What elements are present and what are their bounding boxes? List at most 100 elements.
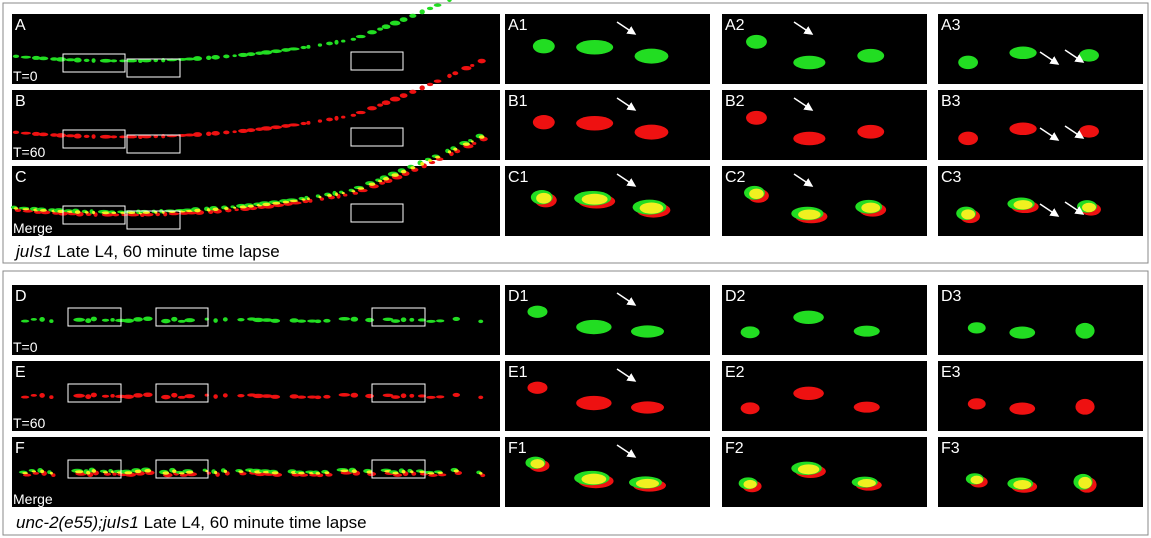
arrow (1039, 127, 1060, 141)
red-signal (319, 197, 325, 201)
red-signal (631, 401, 664, 414)
red-signal (38, 132, 49, 137)
green-signal (435, 319, 445, 323)
red-signal (477, 58, 486, 64)
green-signal (90, 316, 97, 322)
time-label: T=0 (13, 339, 38, 355)
green-signal (409, 13, 417, 18)
green-signal (30, 318, 37, 321)
overlap-signal (462, 142, 470, 146)
overlap-signal (239, 205, 247, 209)
overlap-signal (194, 208, 201, 213)
time-label: T=60 (13, 144, 46, 160)
red-signal (110, 135, 118, 139)
red-signal (110, 394, 115, 398)
red-signal (532, 115, 555, 130)
overlap-signal (351, 190, 356, 193)
overlap-signal (453, 147, 458, 151)
overlap-signal (400, 169, 407, 174)
red-signal (270, 394, 281, 399)
overlap-signal (749, 188, 764, 200)
green-signal (237, 317, 245, 322)
green-signal (857, 48, 885, 63)
green-signal (389, 20, 401, 26)
red-signal (261, 394, 273, 398)
panel-label: D (15, 288, 27, 305)
red-signal (85, 394, 92, 400)
micrograph (938, 437, 1143, 507)
region-box (126, 210, 181, 230)
overlap-signal (420, 161, 425, 166)
arrow (793, 97, 814, 111)
red-signal (1009, 402, 1036, 415)
arrow (616, 368, 637, 382)
overlap-signal (437, 471, 444, 474)
green-signal (419, 9, 425, 15)
row: D T=0 D1 D2 D3 (12, 285, 1143, 355)
overlap-signal (22, 472, 29, 475)
panel-label: F2 (725, 440, 744, 457)
overlap-signal (341, 191, 345, 195)
red-signal (350, 392, 359, 398)
red-signal (252, 393, 264, 399)
overlap-signal (1078, 476, 1092, 489)
red-signal (958, 131, 979, 146)
green-signal (433, 3, 442, 7)
red-signal (634, 124, 669, 140)
green-signal (246, 52, 256, 57)
micrograph (938, 285, 1143, 355)
green-signal (85, 318, 92, 324)
red-signal (323, 394, 331, 399)
green-signal (213, 318, 218, 323)
red-signal (379, 181, 386, 185)
green-signal (49, 319, 54, 324)
red-signal (576, 115, 614, 131)
green-signal (101, 318, 110, 322)
red-signal (367, 106, 377, 111)
green-signal (367, 30, 377, 35)
red-signal (1079, 125, 1099, 138)
red-signal (112, 213, 120, 217)
panel-label: E2 (725, 364, 745, 381)
micrograph (938, 361, 1143, 431)
overlap-signal (223, 469, 228, 474)
red-signal (234, 208, 239, 212)
region-box (67, 383, 122, 403)
red-signal (137, 134, 143, 139)
red-signal (300, 121, 307, 126)
panel-label: A (15, 17, 26, 34)
region-box (350, 127, 404, 147)
green-signal (1009, 326, 1036, 339)
red-signal (478, 395, 484, 400)
red-signal (426, 395, 436, 399)
overlap-signal (272, 201, 281, 205)
arrow (793, 21, 814, 35)
red-signal (428, 473, 438, 477)
panel-label: A1 (508, 17, 528, 34)
green-signal (39, 317, 45, 322)
red-signal (1075, 398, 1095, 415)
micrograph (722, 90, 927, 160)
caption-genotype: unc-2(e55);juIs1 (16, 513, 139, 532)
green-signal (323, 318, 331, 323)
row: B T=60 B1 B2 B3 (12, 58, 1143, 160)
arrow (1064, 49, 1085, 63)
overlap-signal (639, 202, 664, 214)
green-signal (161, 318, 171, 324)
overlap-signal (419, 470, 425, 474)
panel-label: C3 (941, 169, 962, 186)
region-box (62, 53, 126, 73)
red-signal (246, 128, 256, 133)
panel-label: C (15, 169, 27, 186)
caption-genotype: juIs1 (14, 242, 52, 261)
red-signal (306, 120, 311, 125)
red-signal (426, 82, 434, 87)
caption: unc-2(e55);juIs1 Late L4, 60 minute time… (16, 513, 367, 532)
red-signal (857, 124, 885, 139)
red-signal (179, 473, 188, 477)
panel-label: F (15, 440, 25, 457)
red-signal (350, 113, 357, 117)
overlap-signal (427, 472, 435, 475)
red-signal (222, 393, 228, 398)
overlap-signal (91, 469, 97, 473)
